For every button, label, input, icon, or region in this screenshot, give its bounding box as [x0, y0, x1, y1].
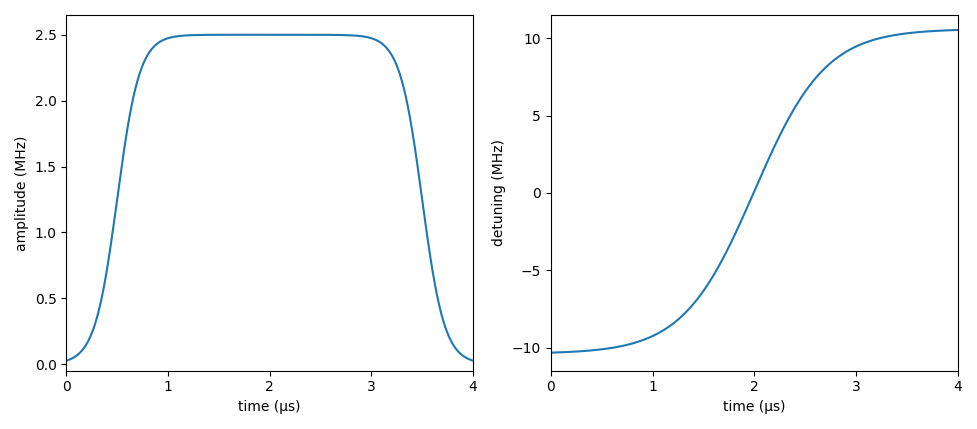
X-axis label: time (μs): time (μs) [723, 400, 786, 414]
Y-axis label: detuning (MHz): detuning (MHz) [492, 139, 506, 246]
Y-axis label: amplitude (MHz): amplitude (MHz) [15, 135, 29, 251]
X-axis label: time (μs): time (μs) [238, 400, 301, 414]
